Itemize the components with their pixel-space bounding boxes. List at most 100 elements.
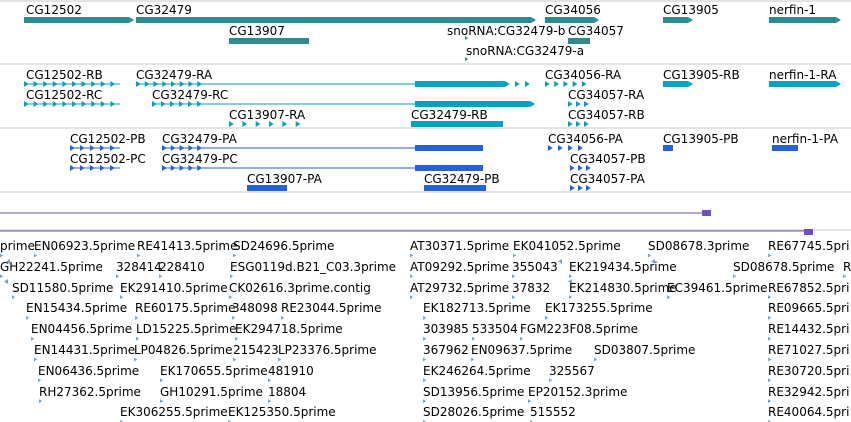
est-label[interactable]: EK170655.5prime: [160, 363, 268, 378]
est-label[interactable]: 37832: [512, 280, 551, 295]
transcript-label[interactable]: CG12502-RB: [26, 68, 103, 82]
est-label[interactable]: 367962: [423, 343, 469, 357]
protein-label[interactable]: nerfin-1-PA: [772, 132, 839, 146]
est-label[interactable]: 18804: [268, 384, 307, 399]
protein-label[interactable]: CG12502-PC: [70, 152, 146, 166]
est-label[interactable]: GH10291.5prime: [160, 384, 263, 399]
gene-label[interactable]: snoRNA:CG32479-b: [447, 24, 566, 38]
est-label[interactable]: EN15434.5prime: [26, 301, 128, 316]
gene-label[interactable]: CG13905: [663, 3, 719, 17]
alignment-end[interactable]: [804, 229, 813, 235]
est-label[interactable]: prime: [0, 239, 35, 253]
protein-label[interactable]: CG32479-PC: [162, 152, 238, 166]
gene-label[interactable]: CG34056: [545, 3, 601, 17]
transcript-label[interactable]: CG34057-RA: [568, 88, 645, 102]
est-label[interactable]: RE32942.5pri: [768, 384, 850, 399]
est-label[interactable]: EK294718.5prime: [235, 322, 343, 337]
exon-block[interactable]: [247, 185, 287, 191]
est-label[interactable]: EN09637.5prime: [471, 343, 573, 357]
est-label[interactable]: EN14431.5prime: [34, 343, 136, 357]
est-label[interactable]: SD28026.5prime: [423, 405, 525, 420]
est-label[interactable]: FGM223F08.5prime: [520, 322, 639, 337]
est-label[interactable]: SD13956.5prime: [423, 384, 525, 399]
est-label[interactable]: EK173255.5prime: [545, 301, 653, 316]
gene-cg13907[interactable]: [229, 38, 309, 44]
est-label[interactable]: RE23044.5prime: [281, 301, 382, 316]
est-label[interactable]: 325567: [549, 363, 595, 378]
est-label[interactable]: RE71027.5pri: [768, 343, 850, 357]
est-label[interactable]: 355043: [512, 259, 558, 274]
exon-block[interactable]: [415, 101, 515, 107]
alignment-end[interactable]: [702, 210, 711, 216]
gene-cg32479[interactable]: [136, 17, 532, 23]
exon-block[interactable]: [411, 121, 503, 127]
est-label[interactable]: EK291410.5prime: [120, 280, 228, 295]
protein-label[interactable]: CG34057-PA: [570, 172, 645, 186]
est-label[interactable]: AT29732.5prime: [410, 280, 510, 295]
est-label[interactable]: RE40064.5pri: [768, 405, 850, 420]
est-label[interactable]: 515552: [530, 405, 576, 420]
est-label[interactable]: 481910: [268, 363, 314, 378]
est-label[interactable]: SD08678.3prime: [648, 239, 750, 253]
est-label[interactable]: RE41413.5prime: [137, 239, 238, 253]
gene-label[interactable]: snoRNA:CG32479-a: [466, 44, 585, 58]
est-label[interactable]: 328414: [116, 259, 162, 274]
est-label[interactable]: RE14432.5pri: [768, 322, 850, 337]
est-label[interactable]: SD08678.5prime: [733, 259, 835, 274]
est-label[interactable]: AT09292.5prime: [410, 259, 510, 274]
transcript-label[interactable]: CG13907-RA: [229, 108, 306, 122]
est-label[interactable]: R: [843, 259, 851, 274]
est-label[interactable]: EK246264.5prime: [423, 363, 531, 378]
protein-label[interactable]: CG12502-PB: [70, 132, 146, 146]
protein-label[interactable]: CG13905-PB: [663, 132, 739, 146]
transcript-label[interactable]: CG34056-RA: [545, 68, 622, 82]
est-label[interactable]: EK219434.5prime: [569, 259, 677, 274]
transcript-label[interactable]: CG32479-RC: [152, 88, 229, 102]
est-label[interactable]: SD11580.5prime: [12, 280, 114, 295]
exon-block[interactable]: [772, 145, 798, 151]
gene-label[interactable]: CG13907: [229, 24, 285, 38]
est-label[interactable]: LP23376.5prime: [278, 343, 377, 357]
exon-block[interactable]: [415, 165, 483, 171]
est-label[interactable]: CK02616.3prime.contig: [229, 280, 371, 295]
est-label[interactable]: EK214830.5prime: [569, 280, 677, 295]
est-label[interactable]: SD03807.5prime: [594, 343, 696, 357]
est-label[interactable]: LP04826.5prime: [134, 343, 233, 357]
est-label[interactable]: RE67745.5pri: [768, 239, 850, 253]
est-label[interactable]: EK182713.5prime: [423, 301, 531, 316]
transcript-label[interactable]: CG12502-RC: [26, 88, 103, 102]
gene-cg34056[interactable]: [545, 17, 595, 23]
est-label[interactable]: LD15225.5prime: [136, 322, 237, 337]
protein-label[interactable]: CG13907-PA: [247, 172, 322, 186]
est-label[interactable]: 303985: [423, 322, 469, 337]
est-label[interactable]: SD24696.5prime: [233, 239, 335, 253]
est-label[interactable]: RE67852.5pri: [768, 280, 850, 295]
gene-label[interactable]: nerfin-1: [769, 3, 817, 17]
est-label[interactable]: EK125350.5prime: [228, 405, 336, 420]
est-label[interactable]: EK041052.5prime: [513, 239, 621, 253]
est-label[interactable]: RE09665.5pri: [768, 301, 850, 316]
transcript-block[interactable]: [663, 81, 689, 87]
gene-cg12502[interactable]: [24, 17, 130, 23]
est-label[interactable]: EC39461.5prime: [667, 280, 768, 295]
gene-label[interactable]: CG32479: [136, 3, 192, 17]
exon-block[interactable]: [424, 185, 486, 191]
protein-label[interactable]: CG34057-PB: [570, 152, 646, 166]
exon-block[interactable]: [415, 145, 483, 151]
transcript-label[interactable]: CG32479-RB: [411, 108, 488, 122]
est-label[interactable]: ESG0119d.B21_C03.3prime: [230, 259, 397, 274]
gene-cg34057[interactable]: [568, 38, 590, 44]
gene-cg13905[interactable]: [663, 17, 689, 23]
gene-label[interactable]: CG34057: [568, 24, 624, 38]
est-label[interactable]: EN04456.5prime: [31, 322, 133, 337]
est-label[interactable]: EP20152.3prime: [528, 384, 628, 399]
est-label[interactable]: EN06923.5prime: [34, 239, 136, 253]
est-label[interactable]: 533504: [472, 322, 518, 337]
transcript-label[interactable]: nerfin-1-RA: [769, 68, 837, 82]
est-label[interactable]: RE60175.5prime: [135, 301, 236, 316]
transcript-label[interactable]: CG13905-RB: [663, 68, 740, 82]
est-label[interactable]: GH22241.5prime: [0, 259, 103, 274]
exon-block[interactable]: [415, 81, 505, 87]
est-label[interactable]: AT30371.5prime: [410, 239, 510, 253]
protein-label[interactable]: CG32479-PA: [162, 132, 237, 146]
